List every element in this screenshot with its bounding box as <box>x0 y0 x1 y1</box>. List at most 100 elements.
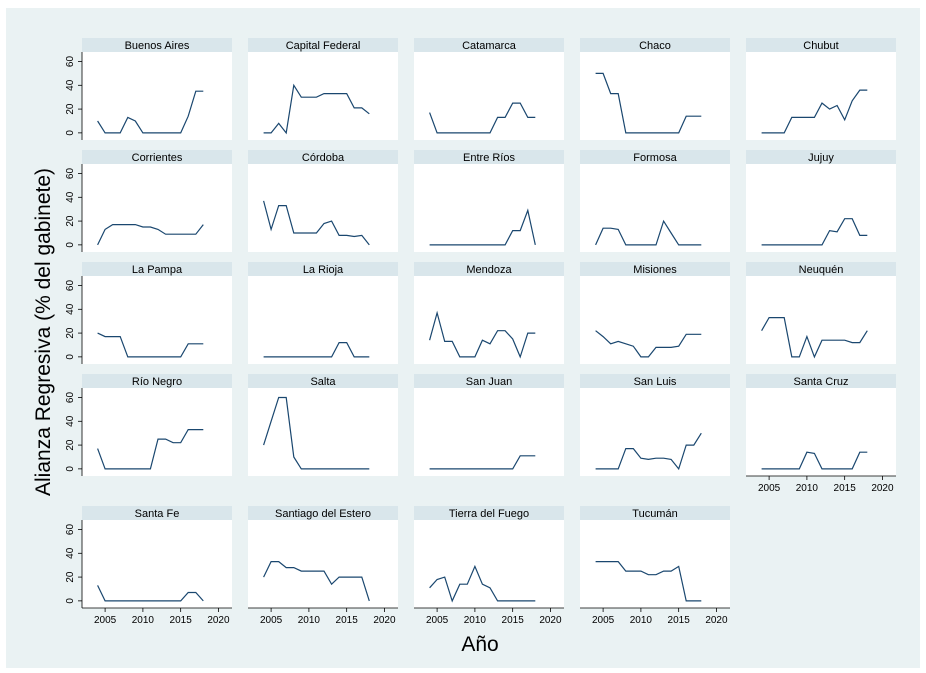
y-tick-label: 40 <box>65 547 76 559</box>
panel-title: Santa Fe <box>135 508 180 520</box>
x-tick-label: 2005 <box>94 615 117 626</box>
panel-corrientes: Corrientes 0 20 40 60 <box>65 150 232 252</box>
panel-capital-federal: Capital Federal <box>248 38 398 140</box>
x-tick-label: 2020 <box>539 615 562 626</box>
panel-catamarca: Catamarca <box>414 38 564 140</box>
x-tick-label: 2010 <box>298 615 321 626</box>
panel-chubut: Chubut <box>746 38 896 140</box>
series-line-tierra-del-fuego <box>429 564 536 603</box>
panel-title: San Juan <box>466 376 512 388</box>
panel-plot-area <box>82 520 232 608</box>
series-line-rio-negro <box>97 429 204 470</box>
x-tick-label: 2015 <box>170 615 193 626</box>
y-axis-label: Alianza Regresiva (% del gabinete) <box>32 168 55 496</box>
panel-mendoza: Mendoza <box>414 262 564 364</box>
panel-title: Tierra del Fuego <box>449 508 529 520</box>
y-tick-label: 0 <box>65 466 76 472</box>
x-tick-label: 2005 <box>260 615 283 626</box>
y-tick-label: 40 <box>65 79 76 91</box>
panel-title: Chaco <box>639 40 671 52</box>
panel-title: Buenos Aires <box>125 40 190 52</box>
panel-la-rioja: La Rioja <box>248 262 398 364</box>
panel-tierra-del-fuego: Tierra del Fuego 2005 2010 2015 2020 <box>414 506 564 626</box>
panel-plot-area <box>580 520 730 608</box>
series-line-chaco <box>595 72 702 134</box>
panel-strip <box>746 150 896 164</box>
panel-salta: Salta <box>248 374 398 476</box>
y-tick-label: 60 <box>65 56 76 68</box>
panel-title: Misiones <box>633 264 677 276</box>
panel-strip <box>414 150 564 164</box>
panel-plot-area <box>580 388 730 476</box>
panel-plot-area <box>414 164 564 252</box>
panel-plot-area <box>746 164 896 252</box>
panel-strip <box>82 374 232 388</box>
panel-rio-negro: Río Negro 0 20 40 60 <box>65 374 232 476</box>
y-tick-label: 60 <box>65 524 76 536</box>
panel-strip <box>248 38 398 52</box>
y-tick-label: 60 <box>65 280 76 292</box>
panel-strip <box>746 38 896 52</box>
panel-santa-fe: Santa Fe 0 20 40 60 2005 2010 2015 2020 <box>65 506 232 626</box>
panel-title: Formosa <box>633 152 677 164</box>
panel-santa-cruz: Santa Cruz 2005 2010 2015 2020 <box>746 374 896 494</box>
panel-strip <box>414 38 564 52</box>
x-tick-label: 2015 <box>336 615 359 626</box>
series-line-catamarca <box>429 102 536 134</box>
x-tick-label: 2005 <box>592 615 615 626</box>
panel-plot-area <box>414 520 564 608</box>
panel-strip <box>414 374 564 388</box>
panel-title: Catamarca <box>462 40 517 52</box>
y-tick-label: 20 <box>65 571 76 583</box>
series-line-santa-fe <box>97 585 204 602</box>
panel-title: Jujuy <box>808 152 834 164</box>
panel-plot-area <box>580 52 730 140</box>
series-line-tucuman <box>595 560 702 602</box>
panel-plot-area <box>248 164 398 252</box>
series-line-san-luis <box>595 432 702 471</box>
x-tick-label: 2005 <box>426 615 449 626</box>
panel-title: Río Negro <box>132 376 182 388</box>
y-tick-label: 40 <box>65 191 76 203</box>
x-axis-label: Año <box>461 633 498 656</box>
panel-title: La Rioja <box>303 264 344 276</box>
y-tick-label: 20 <box>65 327 76 339</box>
panel-title: San Luis <box>634 376 677 388</box>
panel-formosa: Formosa <box>580 150 730 252</box>
panel-plot-area <box>82 388 232 476</box>
series-line-entre-rios <box>429 208 536 246</box>
panel-strip <box>248 374 398 388</box>
series-line-santiago-del-estero <box>263 560 370 602</box>
panel-jujuy: Jujuy <box>746 150 896 252</box>
y-tick-label: 60 <box>65 392 76 404</box>
panel-neuquen: Neuquén <box>746 262 896 364</box>
panel-strip <box>248 262 398 276</box>
panel-plot-area <box>248 276 398 364</box>
y-tick-label: 0 <box>65 130 76 136</box>
y-tick-label: 40 <box>65 303 76 315</box>
panel-buenos-aires: Buenos Aires 0 20 40 60 <box>65 38 232 140</box>
panel-strip <box>580 374 730 388</box>
panel-strip <box>746 374 896 388</box>
y-tick-label: 60 <box>65 168 76 180</box>
x-tick-label: 2015 <box>502 615 525 626</box>
panel-plot-area <box>414 52 564 140</box>
panel-title: Neuquén <box>799 264 844 276</box>
series-line-jujuy <box>761 218 868 246</box>
series-line-buenos-aires <box>97 90 204 134</box>
panel-chaco: Chaco <box>580 38 730 140</box>
panel-title: Santa Cruz <box>793 376 848 388</box>
series-line-la-rioja <box>263 342 370 358</box>
x-tick-label: 2010 <box>796 483 819 494</box>
y-tick-label: 40 <box>65 415 76 427</box>
panel-title: Corrientes <box>132 152 183 164</box>
series-line-san-juan <box>429 455 536 470</box>
panel-strip <box>414 506 564 520</box>
panel-plot-area <box>82 52 232 140</box>
series-line-santa-cruz <box>761 451 868 470</box>
y-tick-label: 0 <box>65 354 76 360</box>
panel-entre-rios: Entre Ríos <box>414 150 564 252</box>
panel-strip <box>248 506 398 520</box>
panel-strip <box>580 38 730 52</box>
x-tick-label: 2020 <box>373 615 396 626</box>
